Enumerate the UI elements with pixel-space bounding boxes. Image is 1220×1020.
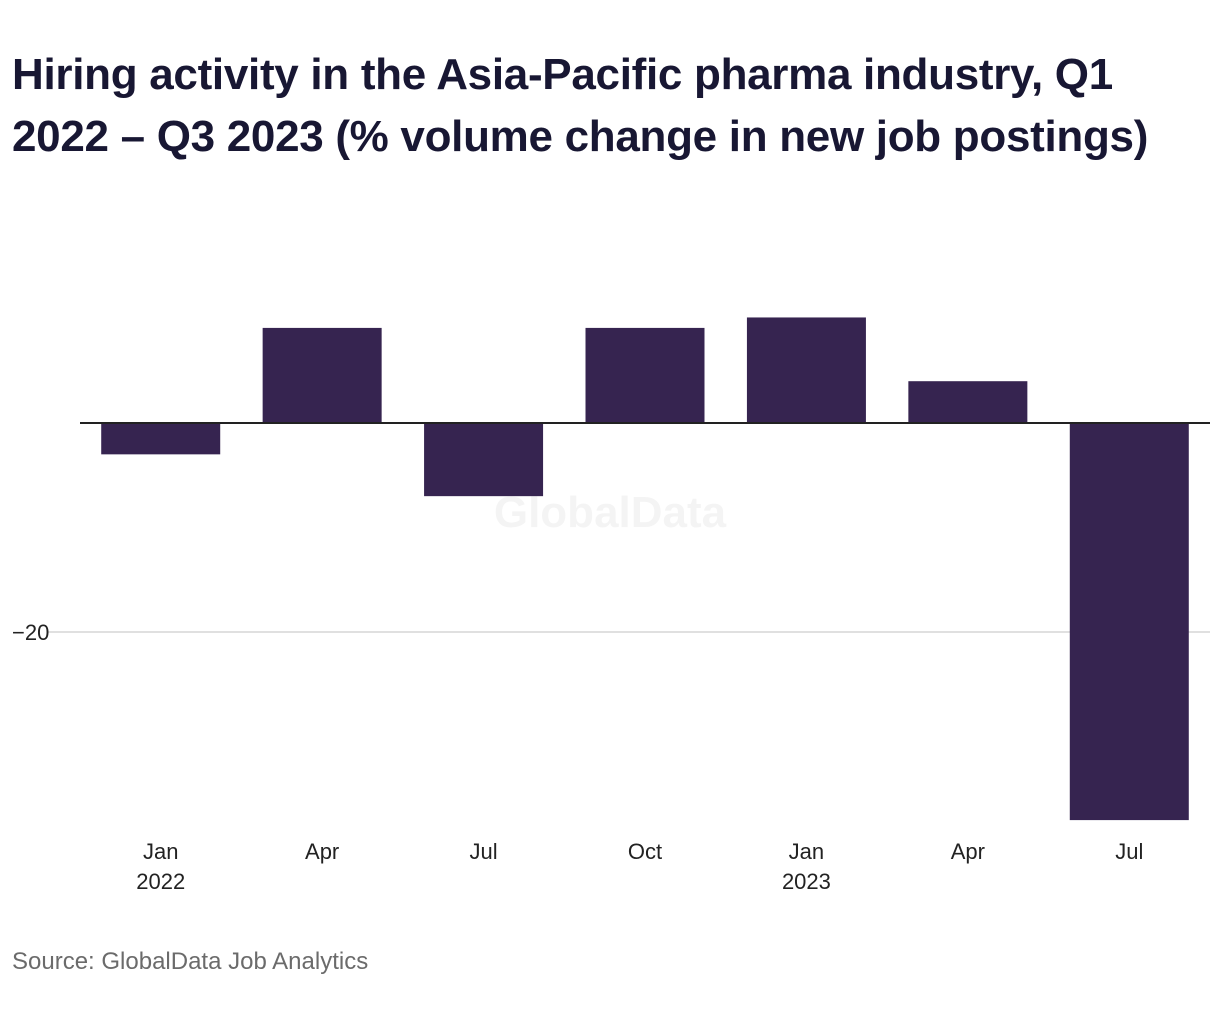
bar-oct-2022 (585, 327, 705, 423)
bar-jan-2023 (746, 317, 866, 423)
y-tick-label: −20 (12, 620, 49, 645)
x-tick-label: Jul (1115, 839, 1143, 864)
chart-title: Hiring activity in the Asia-Pacific phar… (12, 50, 1149, 161)
source-note: Source: GlobalData Job Analytics (12, 948, 369, 975)
x-tick-label: Oct (628, 839, 662, 864)
bar-jul-2022 (424, 423, 544, 497)
y-axis-ticks: −20 (12, 620, 49, 645)
x-tick-label: Jan (789, 839, 824, 864)
watermark-text: GlobalData (494, 488, 727, 537)
x-tick-year: 2023 (782, 869, 831, 894)
bar-jan-2022 (101, 423, 221, 455)
x-tick-label: Apr (951, 839, 985, 864)
x-tick-label: Jan (143, 839, 178, 864)
x-axis-ticks: Jan 2022 Apr Jul Oct Jan 2023 Apr Jul (136, 839, 1143, 894)
bar-jul-2023 (1069, 423, 1189, 821)
x-tick-year: 2022 (136, 869, 185, 894)
x-tick-label: Apr (305, 839, 339, 864)
bar-apr-2022 (262, 327, 382, 423)
bars (101, 317, 1189, 821)
bar-apr-2023 (908, 381, 1028, 423)
x-tick-label: Jul (470, 839, 498, 864)
